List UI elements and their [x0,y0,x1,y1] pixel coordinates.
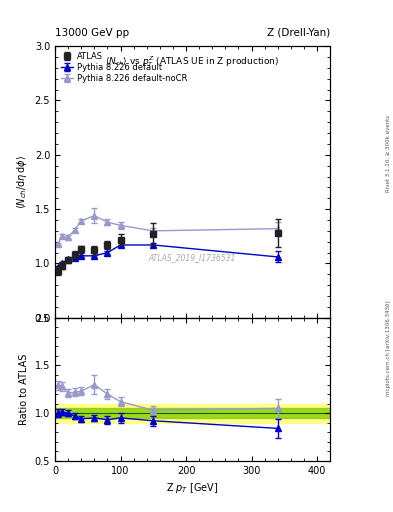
Text: $\langle N_{ch}\rangle$ vs $p_T^Z$ (ATLAS UE in Z production): $\langle N_{ch}\rangle$ vs $p_T^Z$ (ATLA… [105,54,280,69]
Text: Rivet 3.1.10, ≥ 300k events: Rivet 3.1.10, ≥ 300k events [386,115,391,192]
Text: mcplots.cern.ch [arXiv:1306.3436]: mcplots.cern.ch [arXiv:1306.3436] [386,301,391,396]
Text: ATLAS_2019_I1736531: ATLAS_2019_I1736531 [149,253,236,263]
Bar [55,403,330,423]
Text: Z (Drell-Yan): Z (Drell-Yan) [267,28,330,38]
Text: 13000 GeV pp: 13000 GeV pp [55,28,129,38]
Legend: ATLAS, Pythia 8.226 default, Pythia 8.226 default-noCR: ATLAS, Pythia 8.226 default, Pythia 8.22… [59,50,189,85]
X-axis label: Z $p_T$ [GeV]: Z $p_T$ [GeV] [166,481,219,495]
Y-axis label: $\langle N_{ch}/\mathrm{d}\eta\,\mathrm{d}\phi\rangle$: $\langle N_{ch}/\mathrm{d}\eta\,\mathrm{… [15,155,29,209]
Y-axis label: Ratio to ATLAS: Ratio to ATLAS [19,354,29,425]
Bar [55,409,330,418]
